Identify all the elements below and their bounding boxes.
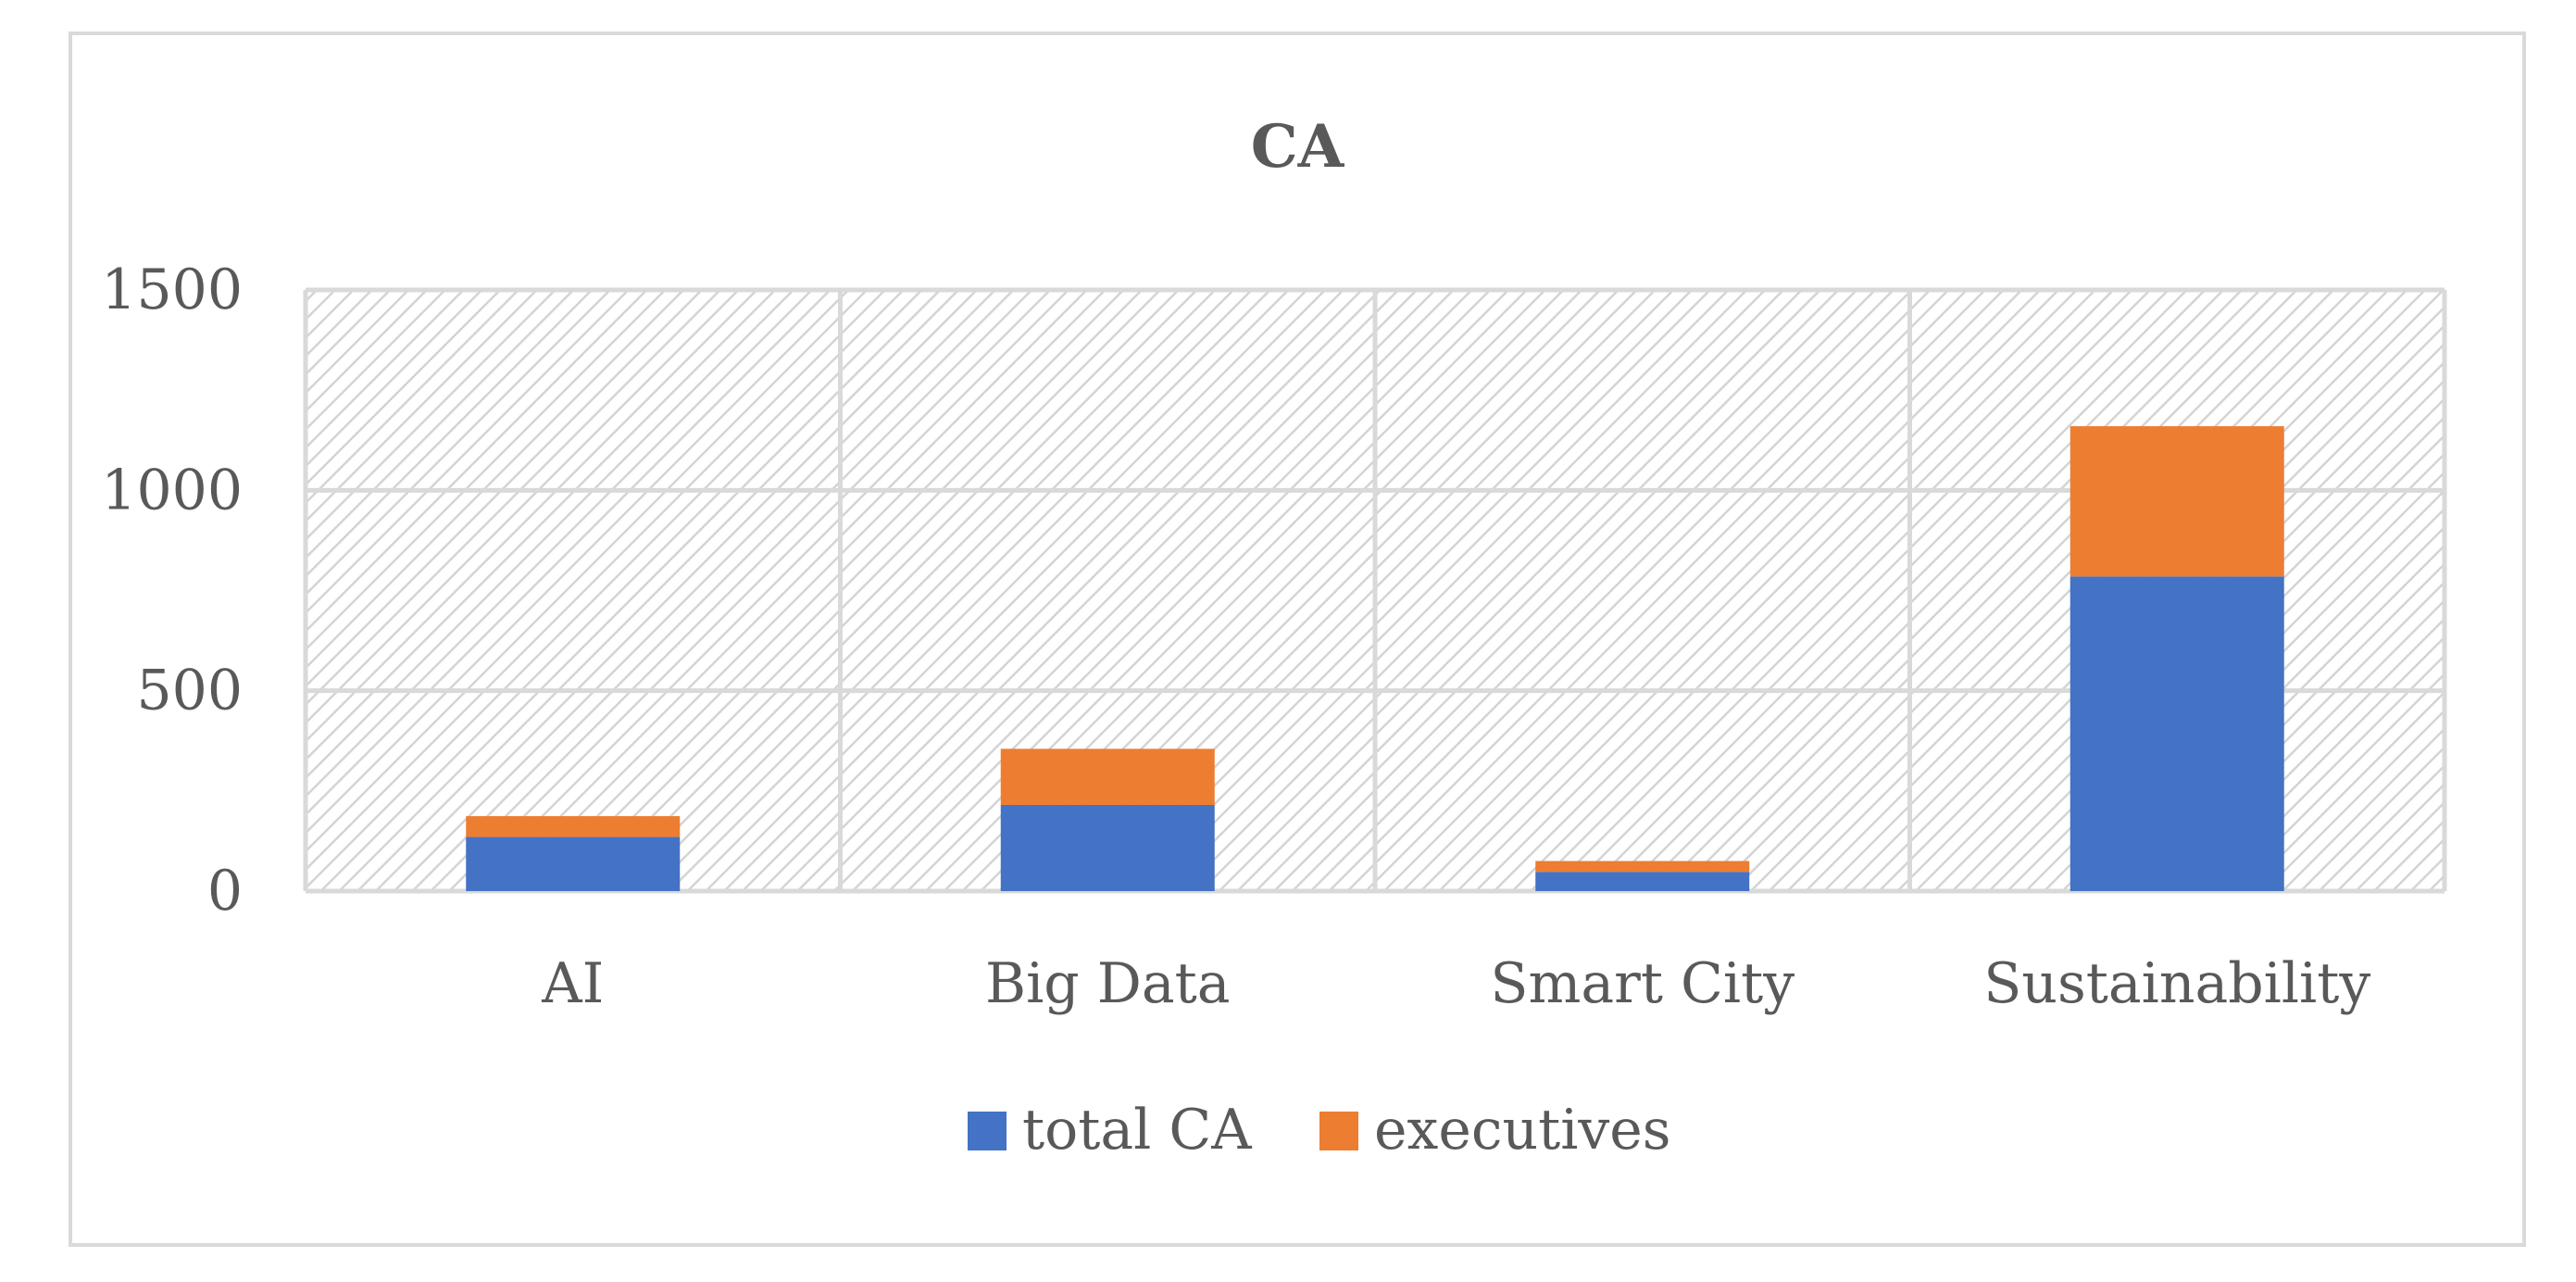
x-axis-tick-labels: AI Big Data Smart City Sustainability	[541, 951, 2370, 1016]
bar-total-ca	[1000, 804, 1215, 891]
bar-total-ca	[466, 836, 681, 891]
bars	[466, 426, 2284, 891]
x-tick-label: Sustainability	[1983, 951, 2370, 1016]
x-tick-label: Big Data	[985, 951, 1231, 1016]
bar-executives	[1000, 748, 1215, 805]
y-tick-label: 0	[207, 859, 243, 924]
bar-executives	[2070, 426, 2284, 577]
bar-total-ca	[1535, 872, 1750, 891]
x-tick-label: Smart City	[1490, 951, 1794, 1016]
legend-swatch	[968, 1112, 1007, 1150]
bar-executives	[1535, 861, 1750, 873]
chart-title: CA	[1251, 112, 1345, 182]
bar-executives	[466, 816, 681, 837]
legend-label: total CA	[1022, 1098, 1252, 1163]
x-tick-label: AI	[541, 951, 604, 1016]
y-axis-tick-labels: 0 500 1000 1500	[101, 258, 243, 924]
legend-label: executives	[1374, 1098, 1671, 1163]
bar-total-ca	[2070, 576, 2284, 891]
y-tick-label: 500	[136, 659, 243, 723]
y-tick-label: 1500	[101, 258, 243, 322]
y-tick-label: 1000	[101, 458, 243, 522]
legend-swatch	[1319, 1112, 1358, 1150]
legend: total CA executives	[968, 1098, 1671, 1163]
